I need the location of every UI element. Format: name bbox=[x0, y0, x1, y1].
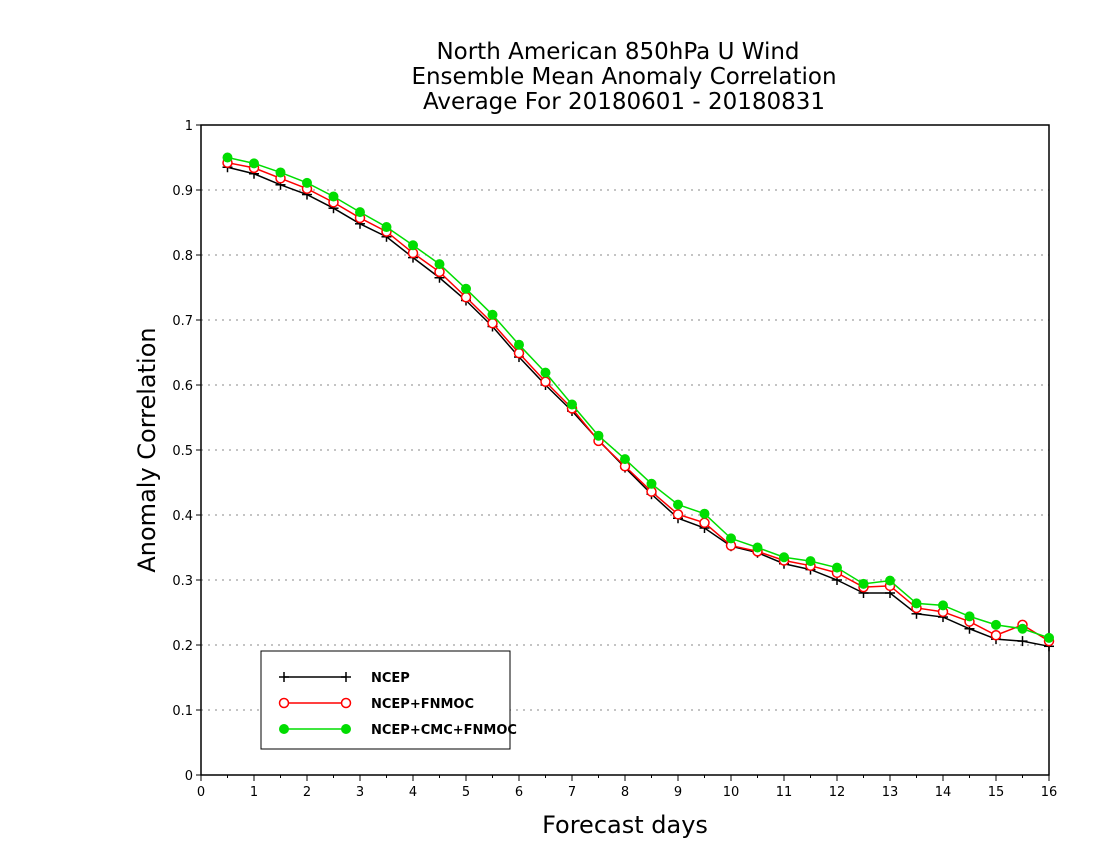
data-point-open-circle bbox=[513, 347, 525, 359]
x-tick-label: 16 bbox=[1041, 785, 1058, 800]
legend-label: NCEP+CMC+FNMOC bbox=[371, 723, 517, 738]
x-tick-label: 7 bbox=[568, 785, 576, 800]
data-point-filled-circle bbox=[328, 191, 339, 202]
series-line bbox=[227, 166, 1050, 648]
axis-ticks: 00.10.20.30.40.50.60.70.80.910 1 2 3 4 5 6 7 8 9 1… bbox=[172, 119, 1057, 800]
series-1 bbox=[222, 157, 1055, 647]
x-tick-label: 9 bbox=[674, 785, 682, 800]
legend-label: NCEP bbox=[371, 671, 410, 686]
x-axis-title: Forecast days bbox=[542, 811, 708, 839]
data-point-filled-circle bbox=[938, 600, 948, 611]
data-point-open-circle bbox=[699, 517, 710, 529]
data-point-filled-circle bbox=[1044, 632, 1054, 643]
legend-entry: NCEP bbox=[279, 671, 410, 686]
chart-title-line-2: Ensemble Mean Anomaly Correlation bbox=[411, 64, 836, 90]
data-point-filled-circle bbox=[487, 309, 498, 320]
data-point-filled-circle bbox=[699, 508, 710, 519]
data-point-filled-circle bbox=[752, 542, 763, 553]
series-0 bbox=[222, 162, 1054, 652]
x-tick-label: 1 bbox=[250, 785, 258, 800]
data-point-filled-circle bbox=[279, 724, 289, 734]
chart-title-line-1: North American 850hPa U Wind bbox=[436, 39, 799, 65]
data-point-filled-circle bbox=[567, 399, 577, 410]
legend-box bbox=[260, 650, 511, 750]
data-point-filled-circle bbox=[620, 454, 630, 465]
data-point-filled-circle bbox=[805, 556, 816, 567]
data-point-filled-circle bbox=[1017, 623, 1028, 634]
y-tick-label: 0.3 bbox=[172, 574, 193, 589]
data-point-filled-circle bbox=[302, 177, 312, 188]
data-point-filled-circle bbox=[964, 611, 975, 622]
data-point-filled-circle bbox=[911, 598, 922, 609]
data-point-filled-circle bbox=[461, 283, 471, 294]
x-tick-label: 15 bbox=[988, 785, 1005, 800]
series-line bbox=[227, 161, 1050, 642]
grid-lines bbox=[201, 189, 1049, 711]
y-tick-label: 0.1 bbox=[172, 704, 193, 719]
data-point-filled-circle bbox=[381, 222, 392, 233]
data-point-filled-circle bbox=[885, 575, 895, 586]
data-point-open-circle bbox=[487, 318, 498, 329]
series-2 bbox=[222, 152, 1054, 643]
data-point-filled-circle bbox=[222, 152, 233, 163]
data-point-plus bbox=[1017, 636, 1028, 647]
data-point-filled-circle bbox=[540, 367, 551, 378]
x-tick-label: 6 bbox=[515, 785, 523, 800]
data-point-open-circle bbox=[340, 697, 352, 709]
x-tick-label: 14 bbox=[935, 785, 952, 800]
legend-label: NCEP+FNMOC bbox=[371, 697, 474, 712]
legend-entry: NCEP+FNMOC bbox=[278, 697, 474, 712]
x-tick-label: 5 bbox=[462, 785, 470, 800]
x-tick-label: 10 bbox=[723, 785, 740, 800]
chart-title: North American 850hPa U Wind Ensemble Me… bbox=[411, 39, 836, 115]
data-point-plus bbox=[279, 672, 289, 682]
data-point-filled-circle bbox=[355, 207, 365, 218]
chart-title-line-3: Average For 20180601 - 20180831 bbox=[423, 89, 825, 115]
y-tick-label: 0.6 bbox=[172, 379, 193, 394]
legend-entry: NCEP+CMC+FNMOC bbox=[279, 723, 517, 738]
x-tick-label: 13 bbox=[882, 785, 899, 800]
data-point-filled-circle bbox=[514, 339, 524, 350]
data-point-open-circle bbox=[540, 376, 551, 387]
y-tick-label: 0.5 bbox=[172, 444, 193, 459]
data-series bbox=[222, 152, 1055, 652]
data-point-filled-circle bbox=[673, 499, 683, 510]
y-tick-label: 1 bbox=[185, 119, 193, 134]
y-tick-label: 0.7 bbox=[172, 314, 193, 329]
data-point-open-circle bbox=[990, 630, 1002, 641]
legend: NCEP NCEP+FNMOC NCEP+CMC+FNMOC bbox=[260, 650, 517, 750]
data-point-filled-circle bbox=[408, 240, 418, 251]
data-point-filled-circle bbox=[646, 478, 657, 489]
x-tick-label: 8 bbox=[621, 785, 629, 800]
data-point-filled-circle bbox=[779, 552, 789, 563]
data-point-filled-circle bbox=[832, 562, 842, 573]
data-point-filled-circle bbox=[434, 259, 445, 270]
y-tick-label: 0.8 bbox=[172, 249, 193, 264]
y-tick-label: 0 bbox=[185, 769, 193, 784]
series-line bbox=[227, 156, 1050, 639]
y-tick-label: 0.2 bbox=[172, 639, 193, 654]
data-point-filled-circle bbox=[858, 578, 869, 589]
data-point-filled-circle bbox=[991, 619, 1001, 630]
data-point-filled-circle bbox=[275, 167, 286, 178]
x-tick-label: 11 bbox=[776, 785, 793, 800]
x-tick-label: 4 bbox=[409, 785, 417, 800]
x-tick-label: 2 bbox=[303, 785, 311, 800]
data-point-open-circle bbox=[278, 697, 290, 709]
data-point-filled-circle bbox=[341, 724, 351, 734]
data-point-plus bbox=[341, 672, 351, 682]
data-point-open-circle bbox=[672, 509, 684, 520]
x-tick-label: 12 bbox=[829, 785, 846, 800]
data-point-filled-circle bbox=[249, 158, 259, 169]
data-point-open-circle bbox=[460, 292, 472, 303]
y-tick-label: 0.4 bbox=[172, 509, 193, 524]
data-point-filled-circle bbox=[726, 533, 736, 544]
x-tick-label: 3 bbox=[356, 785, 364, 800]
data-point-filled-circle bbox=[593, 430, 604, 441]
x-tick-label: 0 bbox=[197, 785, 205, 800]
y-axis-title: Anomaly Correlation bbox=[133, 327, 161, 572]
y-tick-label: 0.9 bbox=[172, 184, 193, 199]
